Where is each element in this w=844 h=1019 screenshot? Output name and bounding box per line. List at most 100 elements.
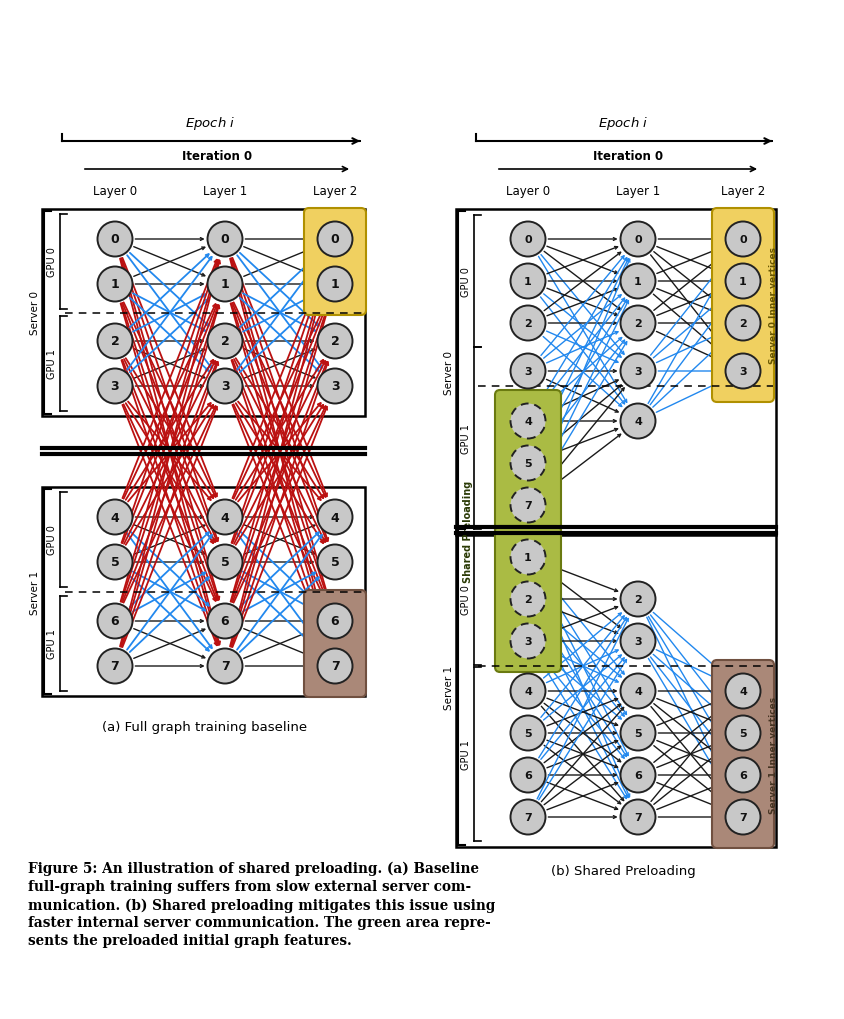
Text: 0: 0 — [634, 234, 641, 245]
Text: 7: 7 — [524, 812, 532, 822]
Circle shape — [726, 355, 760, 389]
Text: GPU 1: GPU 1 — [461, 424, 471, 453]
Text: 3: 3 — [220, 380, 230, 393]
Text: (b) Shared Preloading: (b) Shared Preloading — [550, 865, 695, 877]
Circle shape — [620, 582, 656, 616]
Text: 0: 0 — [739, 234, 747, 245]
Circle shape — [511, 488, 545, 523]
Circle shape — [726, 222, 760, 257]
Circle shape — [317, 222, 353, 257]
Text: 6: 6 — [634, 770, 642, 781]
Text: 7: 7 — [634, 812, 642, 822]
Text: 2: 2 — [220, 335, 230, 348]
Text: 1: 1 — [524, 552, 532, 562]
Text: Layer 0: Layer 0 — [93, 184, 137, 198]
Text: 5: 5 — [331, 556, 339, 569]
Text: Epoch $i$: Epoch $i$ — [185, 115, 235, 131]
Text: Iteration 0: Iteration 0 — [182, 150, 252, 163]
Bar — [456, 210, 776, 535]
Text: Layer 2: Layer 2 — [313, 184, 357, 198]
Circle shape — [208, 222, 242, 257]
FancyBboxPatch shape — [304, 209, 366, 316]
Text: 2: 2 — [634, 594, 642, 604]
Circle shape — [98, 222, 133, 257]
Text: GPU 0: GPU 0 — [47, 248, 57, 277]
Text: Server 0 Inner vertices: Server 0 Inner vertices — [770, 248, 778, 364]
Circle shape — [317, 500, 353, 535]
Circle shape — [511, 264, 545, 300]
Text: Layer 1: Layer 1 — [203, 184, 247, 198]
Text: Iteration 0: Iteration 0 — [593, 150, 663, 163]
Text: Server 1: Server 1 — [30, 570, 40, 614]
Circle shape — [511, 306, 545, 341]
Text: 4: 4 — [111, 511, 119, 524]
Text: (a) Full graph training baseline: (a) Full graph training baseline — [102, 720, 307, 734]
Text: 2: 2 — [331, 335, 339, 348]
Circle shape — [208, 500, 242, 535]
Circle shape — [620, 264, 656, 300]
Circle shape — [511, 758, 545, 793]
Text: 6: 6 — [739, 770, 747, 781]
Text: 7: 7 — [220, 660, 230, 673]
Text: 3: 3 — [524, 637, 532, 646]
Text: 0: 0 — [524, 234, 532, 245]
Text: 1: 1 — [220, 278, 230, 291]
Circle shape — [208, 267, 242, 303]
Circle shape — [726, 758, 760, 793]
Text: 3: 3 — [739, 367, 747, 377]
Text: Shared Preloading: Shared Preloading — [463, 480, 473, 583]
Text: 6: 6 — [331, 614, 339, 628]
Circle shape — [208, 369, 242, 405]
Text: 0: 0 — [331, 233, 339, 247]
Circle shape — [317, 324, 353, 359]
Circle shape — [98, 604, 133, 639]
Circle shape — [98, 500, 133, 535]
Circle shape — [98, 545, 133, 580]
Circle shape — [98, 267, 133, 303]
Text: 5: 5 — [739, 729, 747, 739]
Text: 6: 6 — [111, 614, 119, 628]
Circle shape — [98, 324, 133, 359]
Circle shape — [620, 800, 656, 835]
Text: 7: 7 — [111, 660, 119, 673]
Circle shape — [511, 624, 545, 659]
Circle shape — [98, 649, 133, 684]
Text: 4: 4 — [634, 417, 642, 427]
Circle shape — [511, 674, 545, 709]
Circle shape — [511, 582, 545, 616]
Text: 0: 0 — [220, 233, 230, 247]
Circle shape — [620, 405, 656, 439]
Text: 1: 1 — [739, 277, 747, 286]
Text: 4: 4 — [634, 687, 642, 696]
Text: Layer 0: Layer 0 — [506, 184, 550, 198]
FancyBboxPatch shape — [304, 590, 366, 697]
Text: GPU 0: GPU 0 — [461, 267, 471, 297]
Text: 3: 3 — [634, 637, 641, 646]
Circle shape — [511, 405, 545, 439]
FancyBboxPatch shape — [712, 209, 774, 403]
FancyBboxPatch shape — [495, 527, 561, 673]
Text: Server 0: Server 0 — [444, 351, 454, 394]
Text: 1: 1 — [634, 277, 642, 286]
Text: Layer 2: Layer 2 — [721, 184, 766, 198]
Circle shape — [511, 355, 545, 389]
Circle shape — [620, 355, 656, 389]
Circle shape — [511, 222, 545, 257]
Text: 4: 4 — [524, 687, 532, 696]
Text: Epoch $i$: Epoch $i$ — [598, 115, 648, 131]
Circle shape — [726, 800, 760, 835]
Text: 2: 2 — [634, 319, 642, 329]
Text: 1: 1 — [111, 278, 119, 291]
Text: 2: 2 — [524, 319, 532, 329]
Circle shape — [511, 800, 545, 835]
Text: 4: 4 — [524, 417, 532, 427]
Circle shape — [98, 369, 133, 405]
Text: 4: 4 — [739, 687, 747, 696]
Text: 1: 1 — [524, 277, 532, 286]
Text: GPU 0: GPU 0 — [47, 525, 57, 555]
Circle shape — [726, 264, 760, 300]
Text: 2: 2 — [524, 594, 532, 604]
Text: 4: 4 — [331, 511, 339, 524]
Text: 7: 7 — [739, 812, 747, 822]
Text: 3: 3 — [331, 380, 339, 393]
